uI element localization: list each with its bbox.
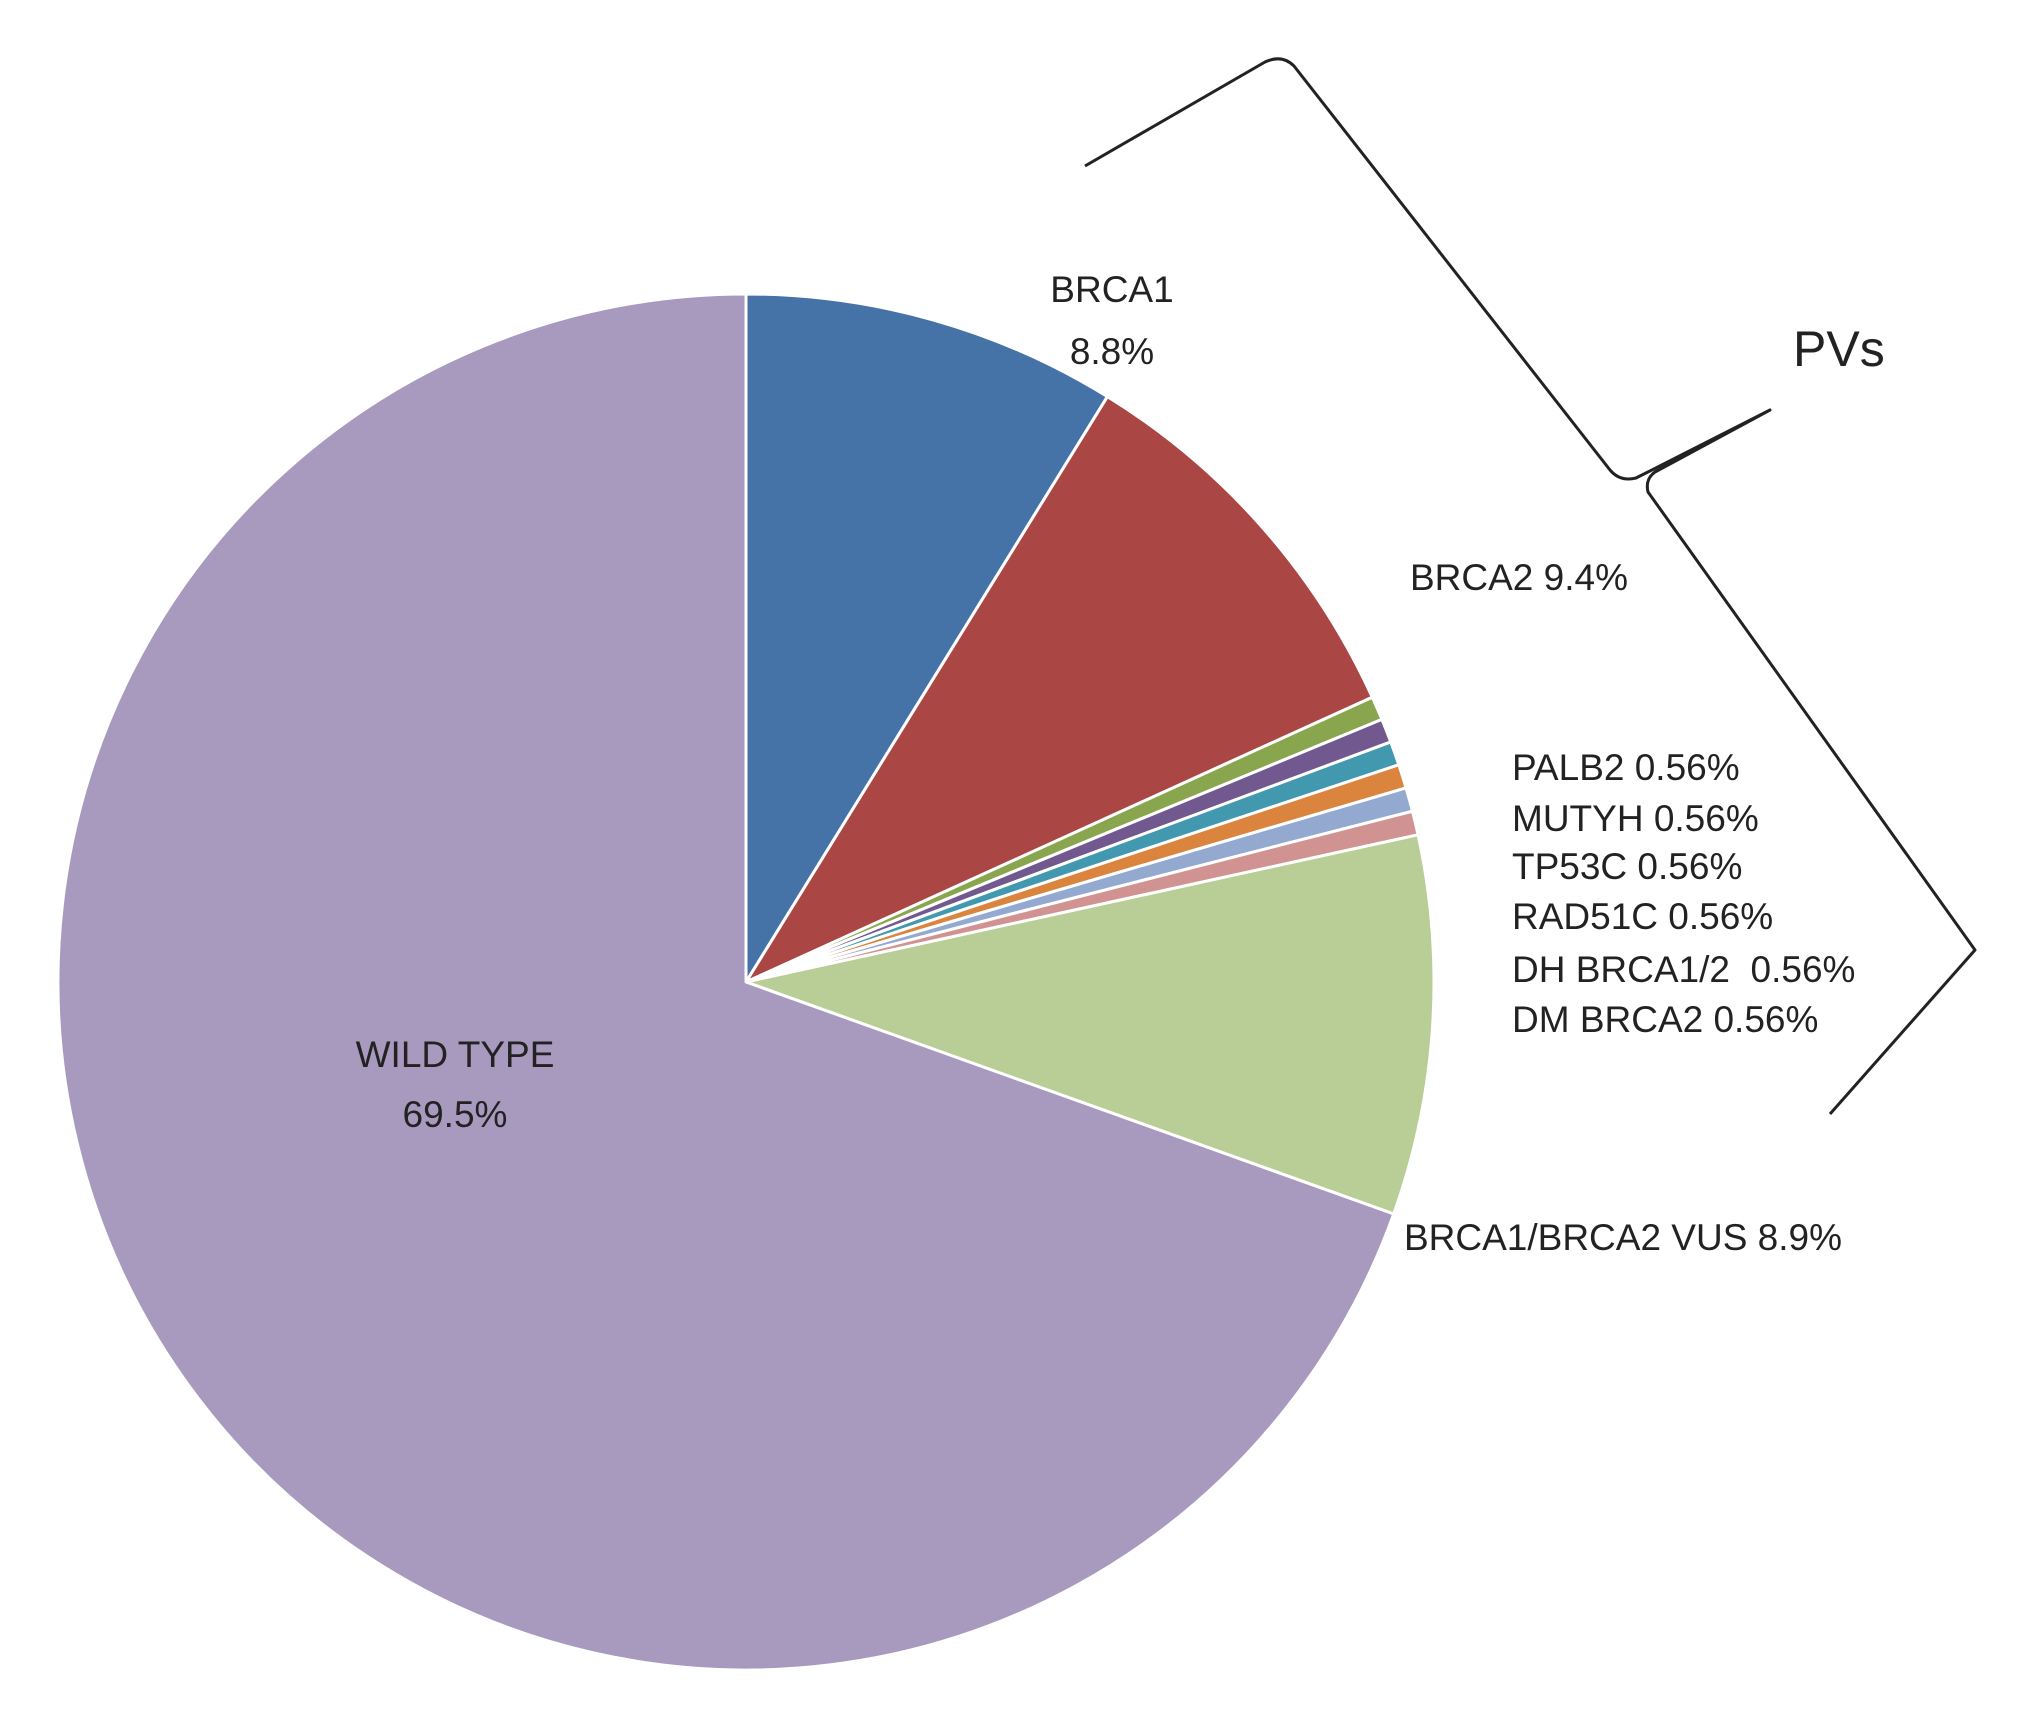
slice-label-wild-name: WILD TYPE <box>356 1034 555 1075</box>
pie-slice-brca2 <box>744 395 1374 984</box>
slice-label-dm-brca2: DM BRCA2 0.56% <box>1512 999 1818 1040</box>
slice-label-dh-brca12: DH BRCA1/2 0.56% <box>1512 949 1855 990</box>
pvs-bracket <box>1084 57 1977 1115</box>
slice-label-brca1-pct: 8.8% <box>1070 331 1154 372</box>
slice-label-vus: BRCA1/BRCA2 VUS 8.9% <box>1404 1217 1842 1258</box>
pie-slice-wild-type <box>56 292 1396 1672</box>
slice-label-tp53c: TP53C 0.56% <box>1512 846 1742 887</box>
slice-label-rad51c: RAD51C 0.56% <box>1512 896 1773 937</box>
pie-slices <box>56 292 1436 1672</box>
pie-slice-brca1-brca2-vus <box>744 833 1436 1216</box>
slice-label-mutyh: MUTYH 0.56% <box>1512 798 1759 839</box>
pie-slice-brca1 <box>744 292 1109 984</box>
bracket-label-pvs: PVs <box>1793 321 1885 377</box>
slice-label-palb2: PALB2 0.56% <box>1512 747 1740 788</box>
slice-label-brca2: BRCA2 9.4% <box>1410 557 1628 598</box>
slice-label-wild-pct: 69.5% <box>403 1094 508 1135</box>
slice-label-brca1-name: BRCA1 <box>1050 269 1173 310</box>
